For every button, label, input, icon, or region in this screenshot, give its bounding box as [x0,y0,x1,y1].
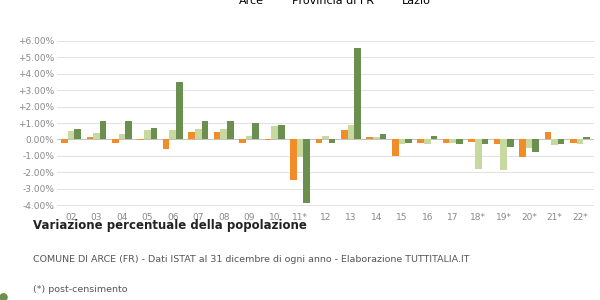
Bar [253,123,259,140]
Bar [304,140,310,203]
Bar [290,140,297,181]
Bar [545,132,551,140]
Bar [68,131,74,140]
Bar [558,140,565,143]
Bar [246,136,253,140]
Bar [316,140,322,143]
Bar [176,82,183,140]
Bar [507,140,514,147]
Bar [392,140,398,156]
Bar [475,140,482,169]
Bar [449,140,456,143]
Text: (*) post-censimento: (*) post-censimento [33,285,128,294]
Bar [494,140,500,144]
Bar [583,137,590,140]
Bar [443,140,449,143]
Bar [424,140,431,143]
Bar [519,140,526,158]
Bar [112,140,119,143]
Bar [163,140,169,149]
Bar [214,132,220,140]
Bar [532,140,539,152]
Bar [456,140,463,143]
Bar [329,140,335,143]
Bar [195,129,202,140]
Bar [526,140,532,148]
Bar [431,136,437,140]
Bar [500,140,507,170]
Bar [341,130,347,140]
Text: Variazione percentuale della popolazione: Variazione percentuale della popolazione [33,219,307,232]
Bar [227,121,233,140]
Bar [373,137,380,140]
Bar [93,133,100,140]
Bar [367,137,373,140]
Bar [278,125,284,140]
Bar [61,140,68,143]
Bar [188,132,195,140]
Bar [86,137,93,140]
Bar [239,140,246,143]
Bar [482,140,488,144]
Bar [119,134,125,140]
Bar [354,48,361,140]
Bar [144,130,151,140]
Bar [297,140,304,158]
Legend: Arce, Provincia di FR, Lazio: Arce, Provincia di FR, Lazio [218,0,433,8]
Bar [322,136,329,140]
Bar [271,126,278,140]
Bar [577,140,583,143]
Text: COMUNE DI ARCE (FR) - Dati ISTAT al 31 dicembre di ogni anno - Elaborazione TUTT: COMUNE DI ARCE (FR) - Dati ISTAT al 31 d… [33,255,470,264]
Bar [347,125,354,140]
Bar [151,128,157,140]
Bar [468,140,475,142]
Bar [551,140,558,145]
Bar [74,129,81,140]
Bar [202,121,208,140]
Bar [570,140,577,143]
Bar [100,122,106,140]
Bar [398,140,405,144]
Bar [418,140,424,143]
Bar [220,129,227,140]
Bar [380,134,386,140]
Bar [169,130,176,140]
Bar [125,122,132,140]
Bar [405,140,412,143]
